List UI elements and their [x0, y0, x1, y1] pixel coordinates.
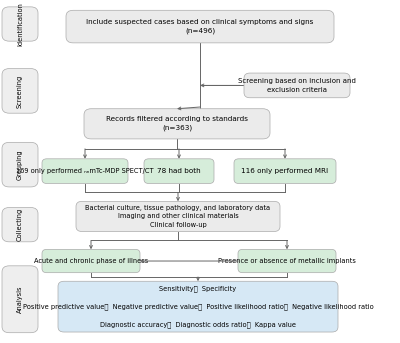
Text: Identification: Identification [17, 2, 23, 46]
FancyBboxPatch shape [2, 7, 38, 41]
FancyBboxPatch shape [66, 10, 334, 43]
Text: Screening based on inclusion and
exclusion criteria: Screening based on inclusion and exclusi… [238, 78, 356, 93]
Text: Acute and chronic phase of illness: Acute and chronic phase of illness [34, 258, 148, 264]
FancyBboxPatch shape [238, 249, 336, 273]
Text: Bacterial culture, tissue pathology, and laboratory data
Imaging and other clini: Bacterial culture, tissue pathology, and… [86, 205, 270, 228]
FancyBboxPatch shape [76, 201, 280, 232]
FancyBboxPatch shape [2, 208, 38, 242]
Text: Analysis: Analysis [17, 285, 23, 313]
FancyBboxPatch shape [2, 69, 38, 113]
Text: Screening: Screening [17, 74, 23, 107]
FancyBboxPatch shape [2, 266, 38, 333]
FancyBboxPatch shape [244, 73, 350, 98]
Text: 78 had both: 78 had both [157, 168, 201, 174]
FancyBboxPatch shape [234, 159, 336, 184]
FancyBboxPatch shape [42, 249, 140, 273]
Text: 116 only performed MRI: 116 only performed MRI [242, 168, 328, 174]
FancyBboxPatch shape [42, 159, 128, 184]
Text: Presence or absence of metallic implants: Presence or absence of metallic implants [218, 258, 356, 264]
Text: Collecting: Collecting [17, 208, 23, 241]
Text: Grouping: Grouping [17, 149, 23, 180]
Text: Sensitivity，  Specificity

Positive predictive value，  Negative predictive value: Sensitivity， Specificity Positive predic… [23, 286, 373, 328]
FancyBboxPatch shape [58, 281, 338, 332]
FancyBboxPatch shape [2, 142, 38, 187]
Text: Records filtered according to standards
(n=363): Records filtered according to standards … [106, 116, 248, 131]
Text: Include suspected cases based on clinical symptoms and signs
(n=496): Include suspected cases based on clinica… [86, 19, 314, 34]
FancyBboxPatch shape [84, 109, 270, 139]
Text: 169 only performed ₙₙmTc-MDP SPECT/CT: 169 only performed ₙₙmTc-MDP SPECT/CT [16, 168, 154, 174]
FancyBboxPatch shape [144, 159, 214, 184]
